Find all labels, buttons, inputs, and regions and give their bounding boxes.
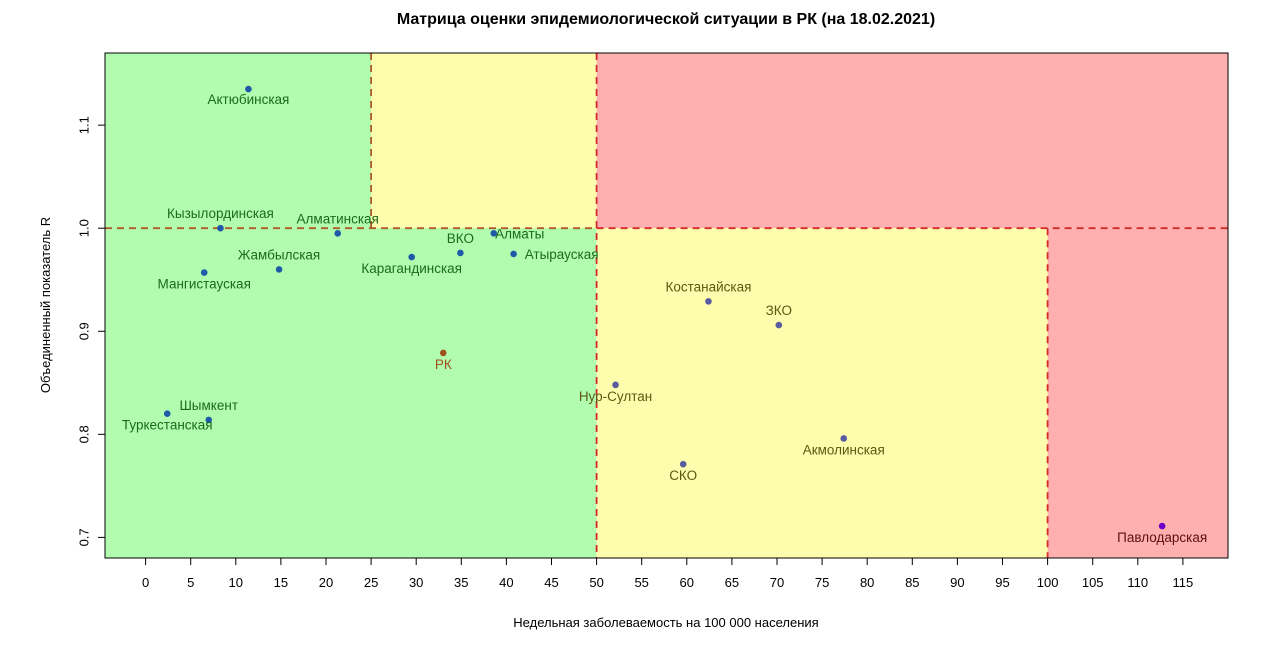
data-point: [510, 250, 517, 258]
data-point: [457, 249, 464, 257]
x-tick-label: 15: [274, 575, 288, 590]
y-tick-label: 0.9: [77, 322, 92, 340]
x-tick-label: 65: [725, 575, 739, 590]
x-tick-label: 95: [995, 575, 1009, 590]
data-point: [200, 269, 208, 276]
x-axis: 0 5 10 15 20 25 30 35 40 45 50 55 60 65 70 75 80 85 90 95 10…: [142, 557, 1194, 590]
x-tick-label: 85: [905, 575, 919, 590]
point-label: ЗКО: [766, 303, 792, 318]
point-label: Актюбинская: [207, 92, 289, 107]
x-tick-label: 110: [1127, 575, 1148, 590]
x-tick-label: 25: [364, 575, 378, 590]
point-label: Кызылординская: [167, 206, 274, 221]
point-labels-layer: Актюбинская Кызылординская Алматинская Жамб…: [122, 92, 1207, 545]
x-tick-label: 60: [680, 575, 694, 590]
y-tick-label: 1.0: [77, 219, 92, 237]
data-point: [1158, 522, 1166, 530]
data-point: [705, 298, 712, 305]
point-label: Шымкент: [179, 398, 238, 413]
chart-title: Матрица оценки эпидемиологической ситуац…: [397, 11, 935, 28]
points-layer: [163, 85, 1166, 530]
point-label: Жамбылская: [238, 247, 320, 262]
y-axis: 0.7 0.8 0.9 1.0 1.1: [77, 116, 106, 546]
point-label: Нур-Султан: [579, 389, 652, 404]
point-label: Алматинская: [297, 211, 379, 226]
x-tick-label: 45: [544, 575, 558, 590]
x-tick-label: 30: [409, 575, 423, 590]
data-point: [490, 230, 498, 237]
zones-layer: [105, 53, 1228, 558]
x-axis-label: Недельная заболеваемость на 100 000 насе…: [513, 615, 818, 630]
point-label: Костанайская: [665, 279, 751, 294]
data-point: [439, 349, 447, 357]
data-point: [163, 410, 171, 418]
data-point: [275, 266, 283, 273]
point-label: Атырауская: [525, 247, 599, 262]
x-tick-label: 35: [454, 575, 468, 590]
x-tick-label: 90: [950, 575, 964, 590]
x-tick-label: 115: [1173, 575, 1194, 590]
point-label: Туркестанская: [122, 418, 213, 433]
point-label: Карагандинская: [361, 261, 462, 276]
x-tick-label: 50: [589, 575, 603, 590]
data-point: [408, 253, 415, 261]
zone-3: [596, 53, 1228, 229]
zone-5: [1047, 228, 1228, 558]
data-point: [245, 85, 252, 93]
data-point: [679, 460, 687, 468]
x-tick-label: 100: [1037, 575, 1059, 590]
point-label: Мангистауская: [158, 277, 251, 292]
x-tick-label: 20: [319, 575, 333, 590]
x-tick-label: 80: [860, 575, 874, 590]
x-tick-label: 75: [815, 575, 829, 590]
point-label: Акмолинская: [803, 442, 885, 457]
y-tick-label: 1.1: [77, 116, 92, 134]
x-tick-label: 10: [229, 575, 243, 590]
data-point: [775, 321, 783, 329]
y-axis-label: Объединенный показатель R: [38, 217, 53, 393]
data-point: [840, 435, 848, 442]
y-tick-label: 0.7: [77, 528, 92, 546]
point-label: Павлодарская: [1117, 530, 1207, 545]
x-tick-label: 5: [187, 575, 194, 590]
point-label: ВКО: [447, 231, 474, 246]
data-point: [612, 381, 619, 389]
x-tick-label: 105: [1082, 575, 1104, 590]
point-label: СКО: [669, 468, 697, 483]
x-tick-label: 70: [770, 575, 784, 590]
data-point: [217, 224, 224, 232]
zone-4: [596, 228, 1048, 558]
x-tick-label: 40: [499, 575, 513, 590]
point-label: Алматы: [495, 226, 544, 241]
point-label: РК: [435, 357, 452, 372]
x-tick-label: 0: [142, 575, 149, 590]
y-tick-label: 0.8: [77, 425, 92, 443]
data-point: [334, 230, 342, 237]
x-tick-label: 55: [634, 575, 648, 590]
zone-2: [371, 53, 597, 229]
data-point: [205, 416, 213, 424]
threshold-lines-layer: [105, 53, 1228, 558]
